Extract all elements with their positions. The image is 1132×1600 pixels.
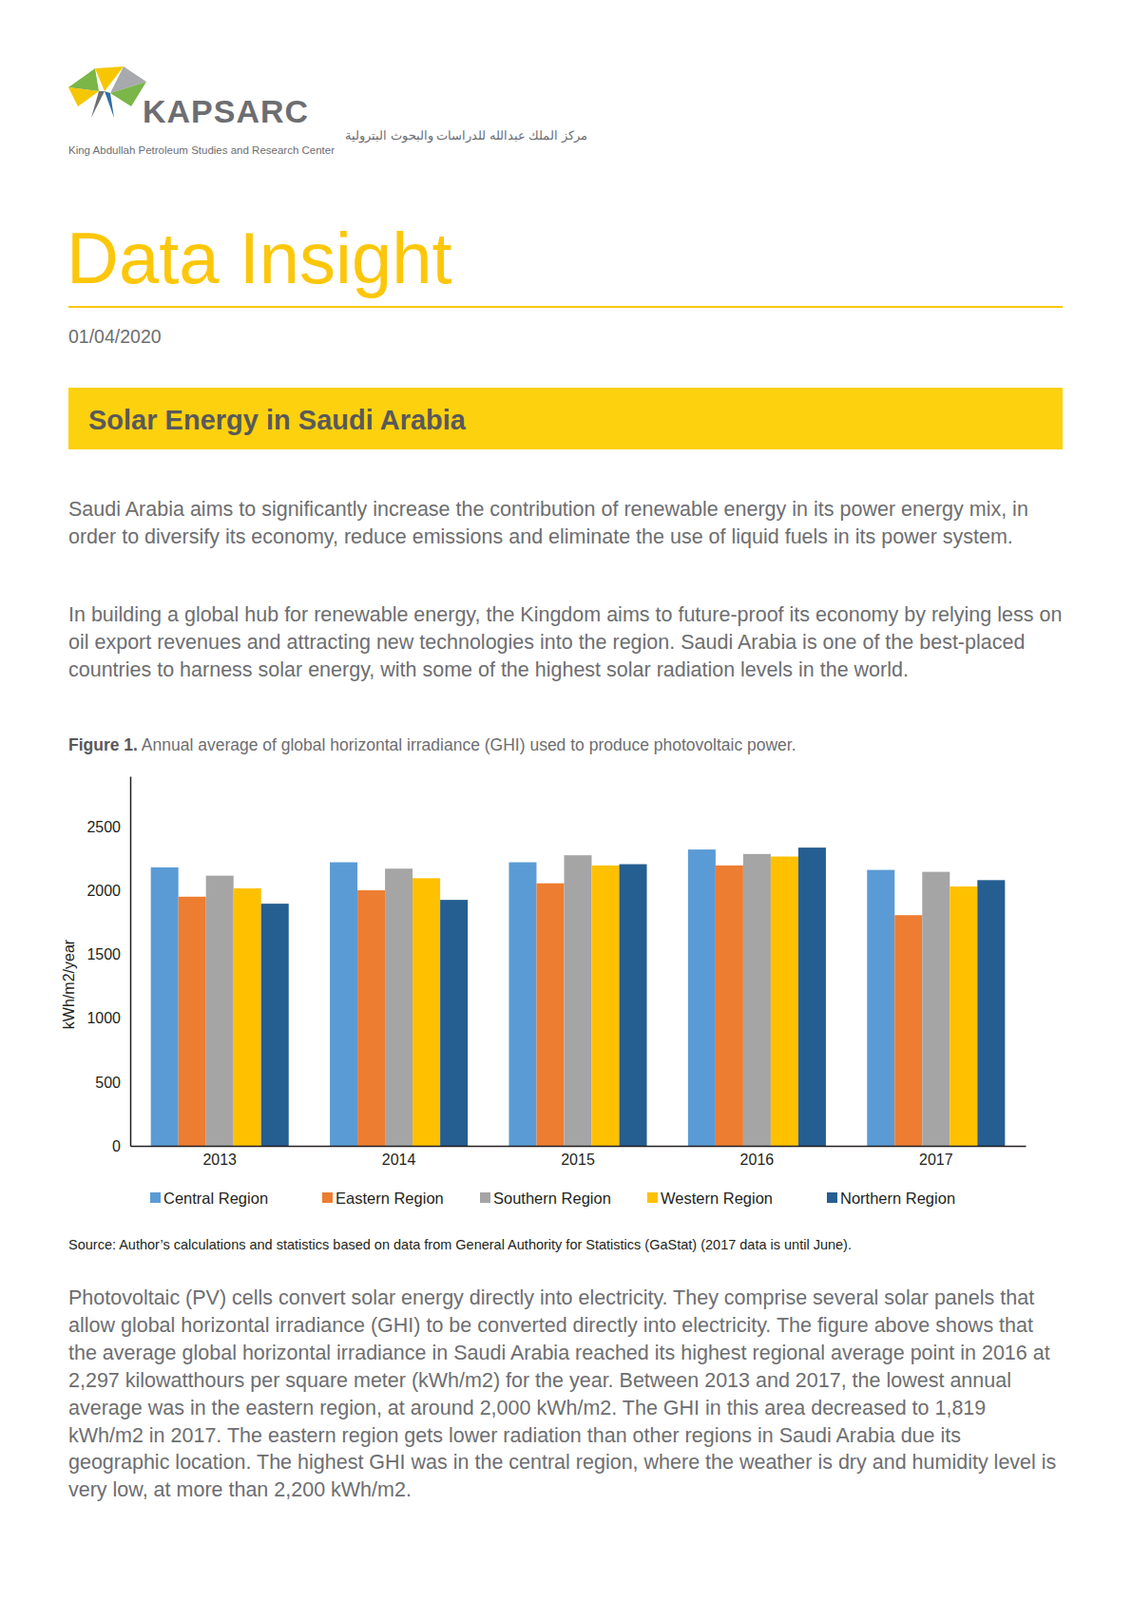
title-rule — [68, 306, 1063, 308]
bar — [866, 870, 895, 1147]
legend: Central Region Eastern Region Southern Reg… — [150, 1189, 956, 1208]
bar — [949, 886, 978, 1147]
y-tick: 2000 — [86, 882, 131, 900]
logo-shape — [110, 81, 147, 107]
bar — [563, 855, 592, 1147]
y-tick-label: 0 — [112, 1138, 121, 1155]
y-tick: 2500 — [86, 819, 131, 836]
bar — [715, 865, 744, 1147]
legend-label: Central Region — [163, 1189, 269, 1208]
y-tick: 500 — [95, 1074, 131, 1092]
bar — [329, 863, 358, 1147]
logo-shape — [104, 91, 115, 118]
x-tick-label: 2013 — [202, 1151, 237, 1169]
y-axis-line — [130, 777, 133, 1148]
paragraph: Photovoltaic (PV) cells convert solar en… — [68, 1285, 1067, 1505]
legend-label: Southern Region — [493, 1189, 612, 1208]
legend-swatch — [322, 1192, 333, 1204]
bar — [357, 890, 385, 1147]
caption-text: Annual average of global horizontal irra… — [137, 735, 797, 755]
bar — [412, 878, 441, 1147]
bar — [178, 897, 207, 1147]
y-tick-label: 2500 — [86, 819, 121, 836]
logo-shape — [68, 68, 99, 92]
x-tick-label: 2014 — [382, 1151, 417, 1169]
caption-label: Figure 1. — [68, 735, 138, 755]
bar — [921, 872, 950, 1147]
chart: 0 500 1000 1500 2000 2500 2013 2014 2015 2016 2017… — [60, 777, 1027, 1208]
logo-arabic: مركز الملك عبدالله للدراسات والبحوث البت… — [345, 128, 588, 144]
bar — [798, 847, 826, 1147]
legend-item: Northern Region — [826, 1189, 956, 1208]
legend-swatch — [150, 1192, 161, 1204]
legend-item: Central Region — [150, 1189, 269, 1208]
x-tick: 2016 — [740, 1146, 775, 1169]
y-tick-label: 1500 — [86, 946, 121, 963]
legend-swatch — [647, 1192, 658, 1204]
logo-english: King Abdullah Petroleum Studies and Rese… — [68, 144, 335, 156]
y-tick-label: 500 — [95, 1074, 121, 1092]
x-axis: 2013 2014 2015 2016 2017 — [131, 1146, 1027, 1169]
x-tick: 2015 — [560, 1146, 595, 1169]
bar — [894, 915, 922, 1147]
y-tick: 1000 — [86, 1010, 131, 1027]
legend-swatch — [826, 1192, 838, 1204]
banner-text: Solar Energy in Saudi Arabia — [88, 404, 467, 436]
bar — [151, 867, 179, 1147]
bar — [743, 854, 771, 1147]
legend-label: Eastern Region — [335, 1189, 444, 1208]
logo-name: KAPSARC — [142, 93, 309, 130]
logo-shape — [68, 87, 99, 107]
bar — [440, 900, 468, 1147]
date: 01/04/2020 — [68, 326, 162, 346]
figure-caption: Figure 1. Annual average of global horiz… — [68, 736, 797, 754]
bar — [688, 849, 716, 1147]
bar — [977, 880, 1005, 1147]
x-tick-label: 2016 — [740, 1151, 775, 1169]
paragraph: In building a global hub for renewable e… — [68, 601, 1067, 685]
bars — [151, 847, 1006, 1147]
legend-item: Eastern Region — [322, 1189, 444, 1208]
bar — [384, 868, 413, 1147]
x-tick: 2017 — [919, 1146, 954, 1169]
bar — [619, 864, 648, 1147]
logo — [68, 66, 147, 118]
legend-item: Southern Region — [479, 1189, 612, 1208]
source: Source: Author’s calculations and statis… — [68, 1237, 852, 1253]
y-tick: 0 — [112, 1138, 131, 1155]
banner — [68, 387, 1063, 450]
title: Data Insight — [66, 222, 453, 295]
y-tick-label: 2000 — [86, 882, 121, 900]
x-tick: 2014 — [382, 1146, 417, 1169]
legend-label: Northern Region — [840, 1189, 956, 1208]
x-axis-line — [131, 1146, 1027, 1149]
bar — [261, 903, 289, 1147]
y-axis-title: kWh/m2/year — [60, 939, 77, 1030]
bar — [206, 876, 234, 1147]
y-axis: 0 500 1000 1500 2000 2500 — [86, 777, 131, 1155]
legend-swatch — [479, 1192, 491, 1204]
bar — [536, 883, 564, 1147]
y-tick: 1500 — [86, 946, 131, 963]
legend-label: Western Region — [660, 1189, 773, 1208]
bar — [770, 857, 799, 1147]
x-tick-label: 2017 — [919, 1151, 954, 1169]
x-tick: 2013 — [202, 1146, 237, 1169]
y-tick-label: 1000 — [86, 1010, 121, 1027]
legend-item: Western Region — [647, 1189, 773, 1208]
bar — [592, 865, 620, 1147]
bar — [508, 863, 537, 1147]
x-tick-label: 2015 — [560, 1151, 595, 1169]
paragraph: Saudi Arabia aims to significantly incre… — [68, 496, 1067, 552]
bar — [233, 888, 262, 1147]
